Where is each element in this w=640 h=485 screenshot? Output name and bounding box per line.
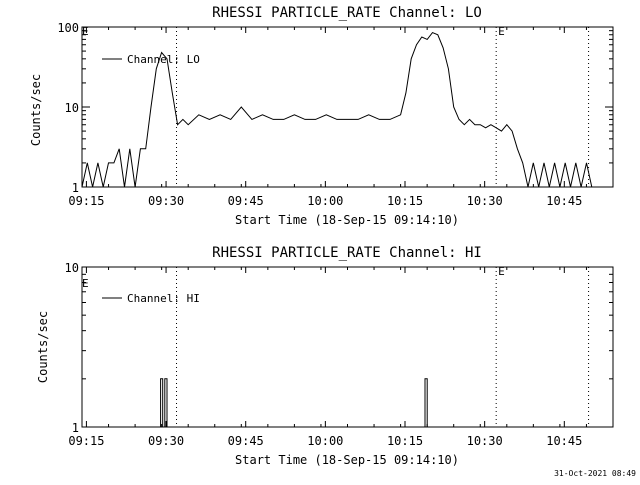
y-axis-label-lo: Counts/sec xyxy=(29,74,43,146)
chart-title-lo: RHESSI PARTICLE_RATE Channel: LO xyxy=(212,5,482,21)
panel-channel-lo: RHESSI PARTICLE_RATE Channel: LO Counts/… xyxy=(29,5,614,227)
x-tick-label-lo: 10:15 xyxy=(387,194,423,208)
x-tick-label-lo: 10:00 xyxy=(307,194,343,208)
chart-title-hi: RHESSI PARTICLE_RATE Channel: HI xyxy=(212,245,482,261)
panel-channel-hi: RHESSI PARTICLE_RATE Channel: HI Counts/… xyxy=(36,245,614,467)
y-axis-label-hi: Counts/sec xyxy=(36,311,50,383)
y-tick-label-hi: 1 xyxy=(72,421,79,435)
x-tick-label-hi: 10:00 xyxy=(307,434,343,448)
x-tick-label-lo: 10:30 xyxy=(467,194,503,208)
y-tick-label-lo: 1 xyxy=(72,181,79,195)
x-tick-label-lo: 09:15 xyxy=(68,194,104,208)
corner-label-hi: E xyxy=(82,277,89,290)
x-tick-label-lo: 10:45 xyxy=(546,194,582,208)
footer-timestamp: 31-Oct-2021 08:49 xyxy=(554,469,636,478)
time-marker-label-lo: E xyxy=(498,25,505,38)
legend-label-lo: Channel: LO xyxy=(127,53,200,66)
time-marker-label-hi: E xyxy=(498,265,505,278)
x-tick-label-hi: 10:15 xyxy=(387,434,423,448)
legend-label-hi: Channel: HI xyxy=(127,292,200,305)
x-tick-label-hi: 09:45 xyxy=(228,434,264,448)
x-axis-label-lo: Start Time (18-Sep-15 09:14:10) xyxy=(235,213,459,227)
x-tick-label-hi: 10:45 xyxy=(546,434,582,448)
plot-frame-hi xyxy=(81,266,614,428)
y-tick-label-lo: 10 xyxy=(65,101,79,115)
y-tick-label-hi: 10 xyxy=(65,261,79,275)
x-tick-label-lo: 09:45 xyxy=(228,194,264,208)
corner-label-lo: E xyxy=(82,25,89,38)
series-line-lo xyxy=(81,31,593,188)
x-tick-label-hi: 09:30 xyxy=(148,434,184,448)
x-tick-label-lo: 09:30 xyxy=(148,194,184,208)
y-tick-label-lo: 100 xyxy=(57,21,79,35)
x-axis-label-hi: Start Time (18-Sep-15 09:14:10) xyxy=(235,453,459,467)
series-line-hi xyxy=(82,378,613,428)
x-tick-label-hi: 09:15 xyxy=(68,434,104,448)
x-tick-label-hi: 10:30 xyxy=(467,434,503,448)
